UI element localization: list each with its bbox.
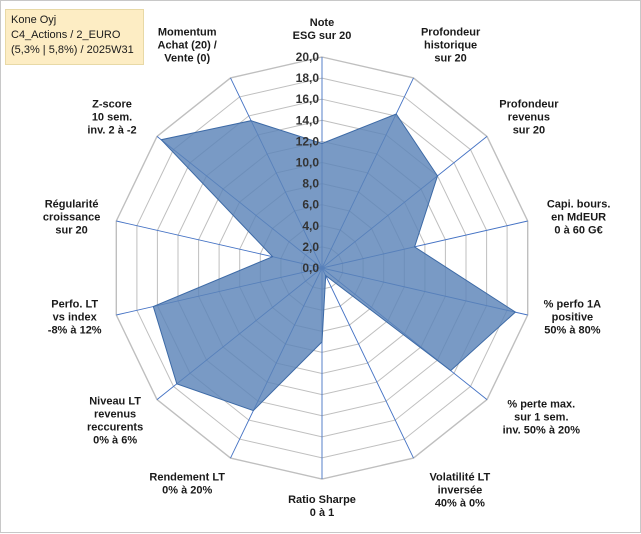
category-label: % perte max.sur 1 sem.inv. 50% à 20% xyxy=(503,399,581,437)
category-label-line: vs index xyxy=(53,312,98,324)
category-label-line: 0 à 1 xyxy=(310,507,334,519)
category-label-line: 0% à 6% xyxy=(93,434,137,446)
category-label-line: en MdEUR xyxy=(551,211,606,223)
category-label-line: Régularité xyxy=(45,198,99,210)
category-label-line: Perfo. LT xyxy=(51,299,98,311)
category-label-line: 0% à 20% xyxy=(162,485,212,497)
category-label-line: Ratio Sharpe xyxy=(288,494,356,506)
category-label-line: Profondeur xyxy=(499,99,559,111)
tick-label: 8,0 xyxy=(302,177,319,191)
category-label-line: inv. 50% à 20% xyxy=(503,425,581,437)
tick-label: 20,0 xyxy=(296,50,320,64)
category-label-line: inv. 2 à -2 xyxy=(87,125,136,137)
category-label-line: 50% à 80% xyxy=(544,325,600,337)
tick-label: 2,0 xyxy=(302,240,319,254)
tick-label: 6,0 xyxy=(302,198,319,212)
category-label-line: positive xyxy=(552,312,594,324)
category-label-line: Vente (0) xyxy=(164,52,210,64)
category-label-line: Niveau LT xyxy=(89,395,141,407)
category-label-line: reccurents xyxy=(87,421,143,433)
tick-label: 4,0 xyxy=(302,219,319,233)
category-label-line: sur 20 xyxy=(434,52,466,64)
series-layer xyxy=(153,114,515,411)
category-label-line: Profondeur xyxy=(421,26,481,38)
category-label-line: Z-score xyxy=(92,99,132,111)
category-label-line: revenus xyxy=(508,112,550,124)
category-label-line: Achat (20) / xyxy=(158,39,217,51)
category-label-line: sur 20 xyxy=(55,224,87,236)
tick-label: 18,0 xyxy=(296,71,320,85)
tick-label: 16,0 xyxy=(296,92,320,106)
category-label-line: sur 1 sem. xyxy=(514,412,568,424)
category-label-line: sur 20 xyxy=(513,125,545,137)
category-label-line: % perte max. xyxy=(507,399,575,411)
category-label-line: 10 sem. xyxy=(92,112,132,124)
category-label-line: -8% à 12% xyxy=(48,325,102,337)
category-label-line: Rendement LT xyxy=(149,472,225,484)
category-label-line: 40% à 0% xyxy=(435,498,485,510)
tick-label: 14,0 xyxy=(296,113,320,127)
category-label-line: inversée xyxy=(438,485,483,497)
tick-label: 0,0 xyxy=(302,261,319,275)
tick-label: 10,0 xyxy=(296,156,320,170)
category-label-line: 0 à 60 G€ xyxy=(554,224,602,236)
category-label-line: Note xyxy=(310,17,334,29)
category-label-line: % perfo 1A xyxy=(544,299,602,311)
category-label-line: revenus xyxy=(94,408,136,420)
category-label-line: croissance xyxy=(43,211,100,223)
series-area xyxy=(153,114,515,411)
category-label-line: ESG sur 20 xyxy=(293,30,352,42)
tick-label: 12,0 xyxy=(296,134,320,148)
category-label-line: Volatilité LT xyxy=(430,472,491,484)
category-label-line: historique xyxy=(424,39,477,51)
category-label-line: Capi. bours. xyxy=(547,198,611,210)
category-label-line: Momentum xyxy=(158,26,217,38)
